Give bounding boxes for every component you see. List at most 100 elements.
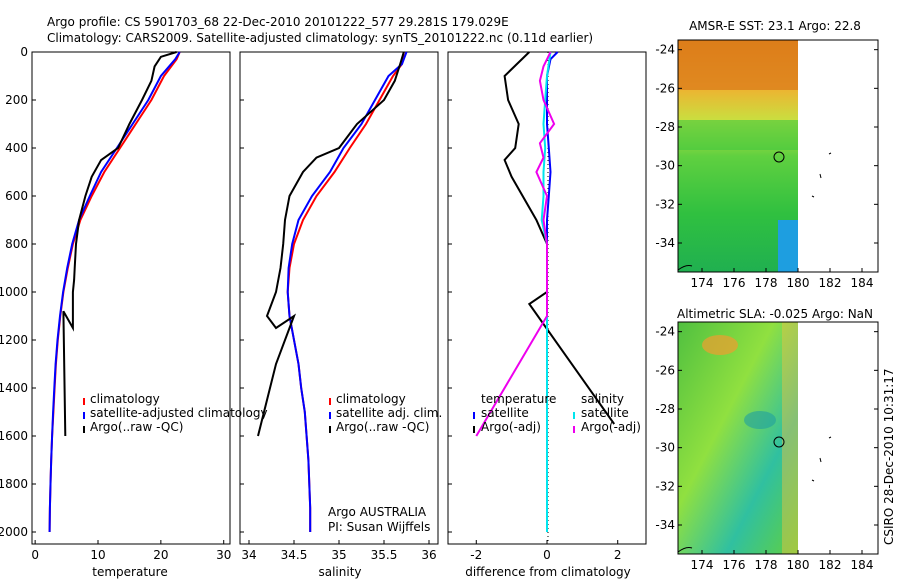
- island-outlines: [677, 152, 832, 271]
- map-y-tick-label: -32: [655, 479, 675, 493]
- sla-map-axes: [677, 321, 879, 555]
- x-tick-label: 34: [241, 548, 256, 562]
- series-line-1: [48, 51, 181, 533]
- credit-line2: PI: Susan Wijffels: [328, 520, 430, 534]
- x-tick-label: 36: [421, 548, 436, 562]
- y-tick-label: 400: [5, 141, 28, 155]
- island-outlines: [677, 436, 832, 553]
- difference-panel: -2 0 2 temperature satellite Argo(-adj) sa…: [447, 51, 647, 579]
- series-line-2: [257, 51, 405, 437]
- figure-title-line2: Climatology: CARS2009. Satellite-adjuste…: [47, 31, 593, 45]
- timestamp-label: CSIRO 28-Dec-2010 10:31:17: [882, 368, 896, 545]
- map-y-tick-label: -30: [655, 441, 675, 455]
- map-y-tick-label: -28: [655, 402, 675, 416]
- series-line-2: [62, 51, 177, 437]
- temperature-xlabel: temperature: [92, 565, 167, 579]
- y-tick-label: 1000: [0, 285, 28, 299]
- series-line-2: [540, 51, 552, 532]
- series-line-3: [475, 51, 556, 437]
- legend-label-argo: Argo(..raw -QC): [90, 420, 183, 434]
- x-tick-label: -2: [470, 548, 482, 562]
- x-tick-label: 20: [153, 548, 168, 562]
- salinity-panel: 34 34.5 35 35.5 36 climatology satellite adj…: [239, 51, 442, 579]
- map-x-tick-label: 182: [819, 276, 842, 290]
- series-line-1: [286, 51, 408, 532]
- x-tick-label: 30: [216, 548, 231, 562]
- sst-map-panel: AMSR-E SST: 23.1 Argo: 22.8 174 176 178 180…: [655, 19, 879, 290]
- series-line-0: [48, 51, 181, 533]
- map-y-tick-label: -28: [655, 120, 675, 134]
- map-x-tick-label: 184: [851, 276, 874, 290]
- map-x-tick-label: 180: [787, 276, 810, 290]
- map-x-tick-label: 174: [691, 558, 714, 572]
- legend-label-salinity: salinity: [581, 392, 624, 406]
- x-tick-label: 35: [331, 548, 346, 562]
- map-x-tick-label: 178: [755, 276, 778, 290]
- map-x-tick-label: 176: [723, 276, 746, 290]
- figure-title-line1: Argo profile: CS 5901703_68 22-Dec-2010 …: [47, 15, 509, 29]
- map-y-tick-label: -34: [655, 236, 675, 250]
- map-y-tick-label: -32: [655, 197, 675, 211]
- credit-line1: Argo AUSTRALIA: [328, 505, 427, 519]
- map-y-tick-label: -26: [655, 363, 675, 377]
- x-tick-label: 0: [543, 548, 551, 562]
- map-y-tick-label: -26: [655, 81, 675, 95]
- legend-label-sal-satellite: satellite: [581, 406, 629, 420]
- sla-map-high-patch: [702, 335, 738, 355]
- salinity-legend: climatology satellite adj. clim. Argo(..…: [329, 392, 442, 434]
- sst-map-axes: [677, 39, 879, 273]
- salinity-axes: [239, 51, 439, 545]
- series-line-0: [286, 51, 405, 532]
- temperature-axes: [31, 51, 231, 545]
- x-tick-label: 2: [614, 548, 622, 562]
- map-x-tick-label: 174: [691, 276, 714, 290]
- legend-label-temperature: temperature: [481, 392, 556, 406]
- series-line-1: [503, 51, 616, 425]
- series-line-0: [546, 51, 559, 532]
- map-y-tick-label: -34: [655, 518, 675, 532]
- x-tick-label: 35.5: [371, 548, 398, 562]
- y-tick-label: 1800: [0, 477, 28, 491]
- legend-label-satellite: satellite adj. clim.: [336, 406, 442, 420]
- map-y-tick-label: -24: [655, 43, 675, 57]
- legend-label-climatology: climatology: [336, 392, 406, 406]
- sst-map-mid-patch: [678, 120, 798, 150]
- x-tick-label: 0: [31, 548, 39, 562]
- sla-map-title: Altimetric SLA: -0.025 Argo: NaN: [677, 307, 873, 321]
- legend-label-argo: Argo(..raw -QC): [336, 420, 429, 434]
- map-x-tick-label: 176: [723, 558, 746, 572]
- y-tick-label: 1400: [0, 381, 28, 395]
- difference-legend: temperature satellite Argo(-adj) salinit…: [473, 392, 641, 434]
- sla-map-panel: Altimetric SLA: -0.025 Argo: NaN 174 176 1…: [655, 307, 879, 572]
- map-x-tick-label: 182: [819, 558, 842, 572]
- sla-map-low-patch: [744, 411, 776, 429]
- legend-label-sal-argo: Argo(-adj): [581, 420, 641, 434]
- y-tick-label: 800: [5, 237, 28, 251]
- y-tick-label: 1600: [0, 429, 28, 443]
- y-tick-label: 200: [5, 93, 28, 107]
- temperature-panel: 0 10 20 30 0 200 400 600 800 1000 1200 1400 1600 1800…: [0, 45, 268, 579]
- salinity-xlabel: salinity: [318, 565, 361, 579]
- legend-label-satellite: satellite-adjusted climatology: [90, 406, 268, 420]
- sla-map-field: [678, 322, 798, 554]
- temperature-legend: climatology satellite-adjusted climatolo…: [83, 392, 268, 434]
- x-tick-label: 10: [90, 548, 105, 562]
- argo-location-marker: [773, 151, 785, 163]
- map-x-tick-label: 180: [787, 558, 810, 572]
- map-x-tick-label: 184: [851, 558, 874, 572]
- sla-map-edge-patch: [782, 322, 798, 554]
- map-y-tick-label: -24: [655, 325, 675, 339]
- y-tick-label: 1200: [0, 333, 28, 347]
- map-y-tick-label: -30: [655, 159, 675, 173]
- x-tick-label: 34.5: [281, 548, 308, 562]
- argo-location-marker: [773, 436, 785, 448]
- map-x-tick-label: 178: [755, 558, 778, 572]
- legend-label-temp-argo: Argo(-adj): [481, 420, 541, 434]
- sst-map-title: AMSR-E SST: 23.1 Argo: 22.8: [689, 19, 861, 33]
- legend-label-climatology: climatology: [90, 392, 160, 406]
- y-tick-label: 0: [20, 45, 28, 59]
- difference-xlabel: difference from climatology: [465, 565, 631, 579]
- legend-label-temp-satellite: satellite: [481, 406, 529, 420]
- sst-map-warm-patch: [678, 40, 798, 90]
